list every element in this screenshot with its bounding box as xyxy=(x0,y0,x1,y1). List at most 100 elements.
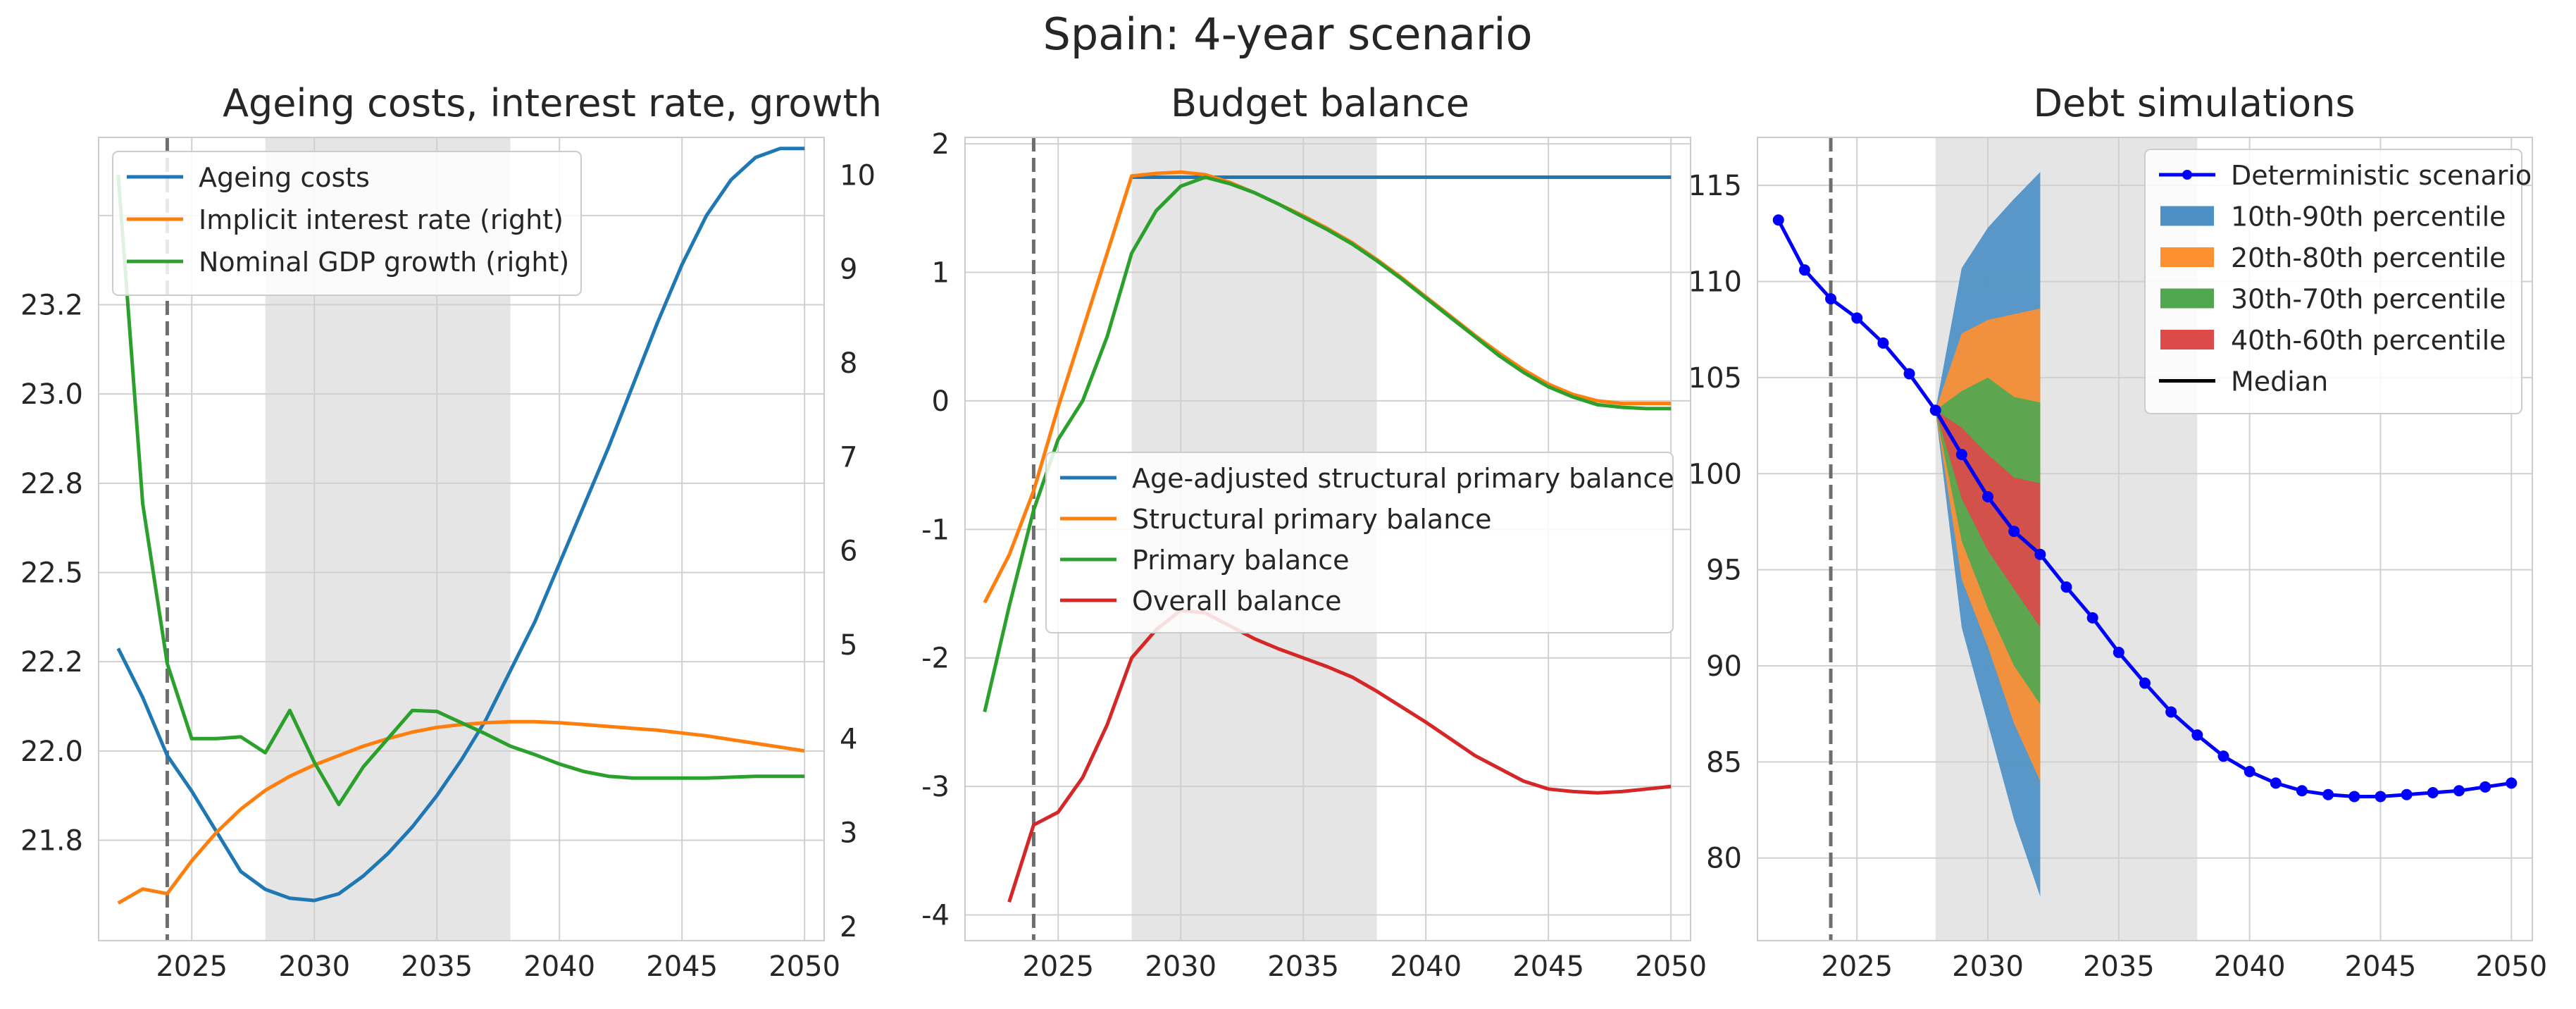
x-tick-label: 2050 xyxy=(1635,951,1707,983)
deterministic-point xyxy=(1772,214,1784,226)
y-tick-label: 23.0 xyxy=(20,378,83,411)
x-tick-label: 2050 xyxy=(769,951,840,983)
deterministic-point xyxy=(2348,791,2360,803)
x-tick-label: 2045 xyxy=(646,951,718,983)
y-tick-label: 22.2 xyxy=(20,646,83,679)
deterministic-point xyxy=(2008,526,2020,538)
debt-chart-title: Debt simulations xyxy=(2033,81,2355,125)
right-y-tick-label: 7 xyxy=(840,441,857,473)
legend-label: 20th-80th percentile xyxy=(2231,242,2506,273)
legend-label: Age-adjusted structural primary balance xyxy=(1132,463,1674,494)
y-tick-label: 21.8 xyxy=(20,825,83,858)
budget-chart-title: Budget balance xyxy=(1171,81,1469,125)
x-tick-label: 2025 xyxy=(1821,951,1893,983)
right-y-tick-label: 3 xyxy=(840,817,857,850)
right-y-tick-label: 4 xyxy=(840,723,857,755)
legend-label: Nominal GDP growth (right) xyxy=(199,247,569,278)
legend-label: 30th-70th percentile xyxy=(2231,284,2506,315)
legend: Deterministic scenario 10th-90th percenti… xyxy=(2144,149,2532,414)
deterministic-point xyxy=(2165,706,2177,718)
y-tick-label: 0 xyxy=(932,385,950,418)
x-tick-label: 2025 xyxy=(1022,951,1094,983)
budget-balance-chart: Budget balance 2025 2030 2035 2040 2045 2050 -… xyxy=(921,81,1707,983)
y-tick-label: 100 xyxy=(1688,458,1742,490)
x-tick-label: 2040 xyxy=(1390,951,1462,983)
y-tick-label: 22.8 xyxy=(20,468,83,500)
deterministic-point xyxy=(2191,729,2203,741)
legend-label: Implicit interest rate (right) xyxy=(199,204,564,235)
legend-box xyxy=(2144,149,2522,414)
deterministic-point xyxy=(2375,791,2387,803)
legend-swatch xyxy=(2160,288,2214,309)
legend-label: Overall balance xyxy=(1132,586,1342,617)
deterministic-point xyxy=(2506,777,2518,789)
series-line xyxy=(116,175,805,807)
y-tick-label: -2 xyxy=(921,643,950,675)
deterministic-point xyxy=(2113,646,2124,658)
legend-label: Ageing costs xyxy=(199,162,370,193)
deterministic-point xyxy=(1929,404,1941,416)
deterministic-point xyxy=(2060,581,2072,593)
right-y-tick-label: 10 xyxy=(840,159,876,192)
plot-border xyxy=(964,137,1691,941)
y-tick-label: 1 xyxy=(932,257,950,290)
deterministic-point xyxy=(1955,449,1967,460)
debt-simulations-chart: Debt simulations 2025 2030 2035 2040 2045 205… xyxy=(1688,81,2548,983)
x-tick-label: 2040 xyxy=(523,951,595,983)
percentile-band xyxy=(1935,410,2041,628)
legend-label: Structural primary balance xyxy=(1132,504,1492,535)
deterministic-point xyxy=(1903,368,1915,380)
x-tick-label: 2030 xyxy=(1952,951,2024,983)
legend-label: 10th-90th percentile xyxy=(2231,202,2506,233)
deterministic-point xyxy=(2139,677,2151,689)
series-line xyxy=(116,147,805,903)
y-tick-label: 80 xyxy=(1706,843,1742,875)
x-tick-label: 2035 xyxy=(2083,951,2155,983)
legend-swatch xyxy=(2160,247,2214,267)
legend-box xyxy=(112,151,582,296)
y-tick-label: 105 xyxy=(1688,362,1742,395)
legend-marker xyxy=(2182,170,2192,180)
legend-label: Median xyxy=(2231,366,2328,397)
deterministic-point xyxy=(1982,491,1994,502)
y-tick-label: 85 xyxy=(1706,746,1742,779)
y-tick-label: 2 xyxy=(932,128,950,161)
legend-box xyxy=(1045,452,1674,633)
deterministic-point xyxy=(2034,548,2046,560)
deterministic-point xyxy=(2453,785,2465,797)
deterministic-point xyxy=(1825,293,1837,305)
legend-label: Deterministic scenario xyxy=(2231,160,2532,191)
x-tick-label: 2025 xyxy=(156,951,228,983)
y-tick-label: 23.2 xyxy=(20,290,83,322)
deterministic-point xyxy=(2296,785,2308,797)
legend-label: Primary balance xyxy=(1132,545,1350,576)
x-tick-label: 2050 xyxy=(2475,951,2547,983)
legend-swatch xyxy=(2160,206,2214,226)
deterministic-point xyxy=(2479,781,2491,793)
legend: Age-adjusted structural primary balance S… xyxy=(1045,452,1674,633)
deterministic-point xyxy=(2322,788,2334,800)
y-tick-label: 90 xyxy=(1706,650,1742,683)
x-tick-label: 2040 xyxy=(2214,951,2286,983)
y-tick-label: -4 xyxy=(921,900,950,932)
figure-title: Spain: 4-year scenario xyxy=(1043,8,1532,60)
deterministic-point xyxy=(2427,787,2439,798)
ageing-costs-chart: Ageing costs, interest rate, growth 2025… xyxy=(20,81,882,983)
deterministic-point xyxy=(1851,312,1863,324)
deterministic-point xyxy=(2244,766,2255,777)
plot-border xyxy=(98,137,825,941)
legend-label: 40th-60th percentile xyxy=(2231,325,2506,356)
deterministic-point xyxy=(1877,337,1889,349)
deterministic-point xyxy=(2270,777,2282,789)
deterministic-point xyxy=(2217,750,2229,762)
x-tick-label: 2030 xyxy=(278,951,350,983)
y-tick-label: 22.5 xyxy=(20,557,83,590)
deterministic-point xyxy=(2401,788,2413,800)
x-tick-label: 2035 xyxy=(401,951,473,983)
legend-swatch xyxy=(2160,330,2214,349)
series-line xyxy=(1007,608,1672,903)
x-tick-label: 2045 xyxy=(2345,951,2417,983)
series-line xyxy=(983,175,1672,712)
y-tick-label: 22.0 xyxy=(20,736,83,768)
